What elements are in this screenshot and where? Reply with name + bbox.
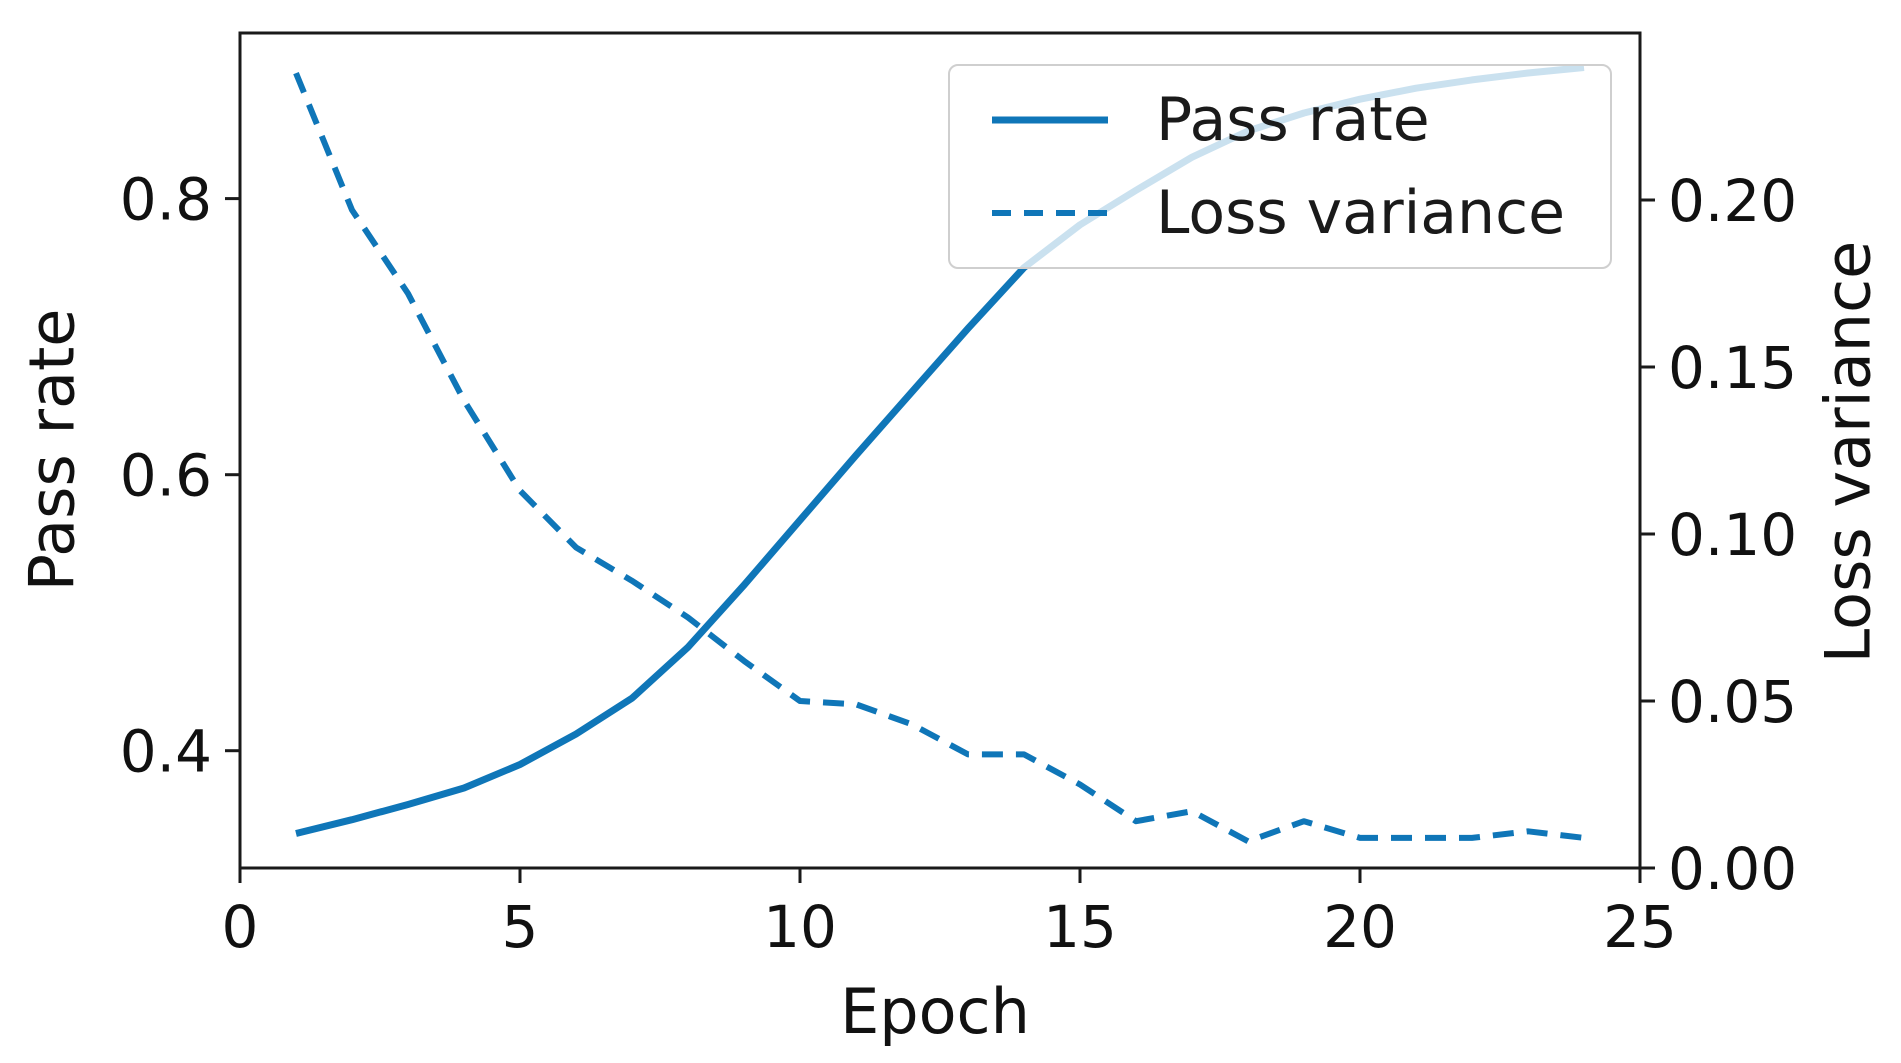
y-axis-label-left: Pass rate <box>15 308 89 592</box>
y-axis-label-right: Loss variance <box>1811 240 1885 664</box>
legend: Pass rate Loss variance <box>948 64 1612 269</box>
y-right-tick-label: 0.10 <box>1668 501 1797 569</box>
legend-label-pass-rate: Pass rate <box>1156 85 1430 156</box>
y-left-tick-label: 0.4 <box>120 718 212 786</box>
x-tick-label: 25 <box>1603 893 1677 961</box>
y-right-tick-label: 0.05 <box>1668 668 1797 736</box>
y-left-tick-label: 0.6 <box>120 442 212 510</box>
y-right-tick-label: 0.00 <box>1668 835 1797 903</box>
series-loss-variance-line <box>293 71 1585 845</box>
legend-entry-pass-rate: Pass rate <box>990 90 1590 150</box>
x-tick-label: 0 <box>222 893 259 961</box>
y-left-tick-label: 0.8 <box>120 166 212 234</box>
x-tick-label: 20 <box>1323 893 1397 961</box>
x-axis-label: Epoch <box>840 975 1030 1048</box>
legend-label-loss-variance: Loss variance <box>1156 177 1565 248</box>
legend-solid-line-sample <box>992 116 1108 124</box>
x-tick-label: 10 <box>763 893 837 961</box>
legend-dashed-line-sample <box>992 209 1108 216</box>
y-right-tick-label: 0.15 <box>1668 334 1797 402</box>
x-tick-label: 5 <box>502 893 539 961</box>
plot-frame <box>238 31 1642 870</box>
x-tick-label: 15 <box>1043 893 1117 961</box>
legend-entry-loss-variance: Loss variance <box>990 183 1590 243</box>
y-right-tick-label: 0.20 <box>1668 167 1797 235</box>
